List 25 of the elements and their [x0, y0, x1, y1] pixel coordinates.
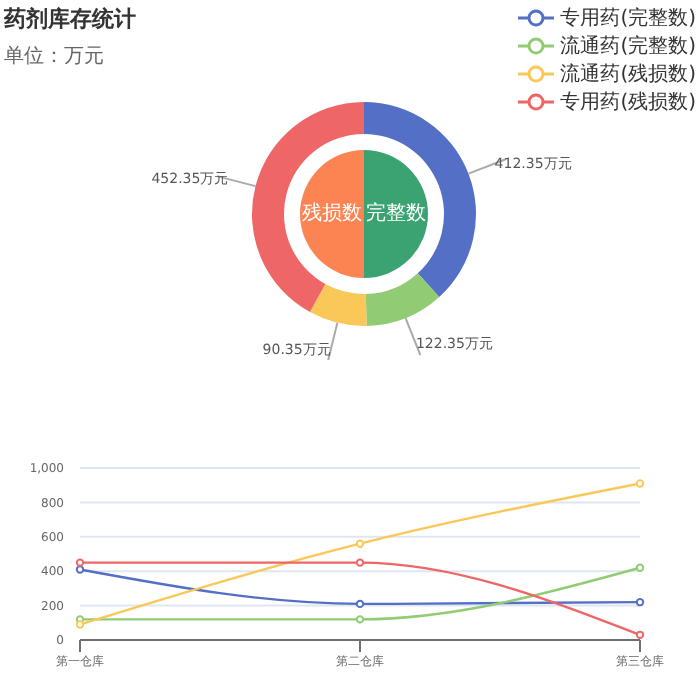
point — [75, 620, 85, 629]
point — [355, 599, 365, 609]
point — [75, 558, 85, 567]
donut-slice — [365, 273, 440, 326]
chart-subtitle: 单位：万元 — [4, 43, 106, 70]
point — [75, 565, 85, 574]
point — [355, 539, 365, 548]
legend-label: 流通药(残损数) — [558, 61, 696, 88]
legend-label: 专用药(残损数) — [558, 89, 696, 116]
pie-slice — [364, 150, 428, 278]
point — [635, 563, 645, 572]
legend-label: 流通药(完整数) — [558, 33, 696, 60]
donut-slice — [309, 284, 367, 326]
legend-label: 专用药(完整数) — [558, 5, 696, 32]
donut-slice — [364, 102, 476, 297]
point — [355, 615, 365, 624]
point — [635, 597, 645, 607]
point — [635, 630, 645, 640]
point — [355, 558, 365, 567]
slice-label: 残损数 — [302, 201, 362, 225]
chart-title: 药剂库存统计 — [4, 4, 136, 34]
slice-label: 完整数 — [366, 201, 426, 225]
donut-slice — [252, 102, 364, 313]
point — [635, 479, 645, 488]
pie-slice — [300, 150, 364, 278]
